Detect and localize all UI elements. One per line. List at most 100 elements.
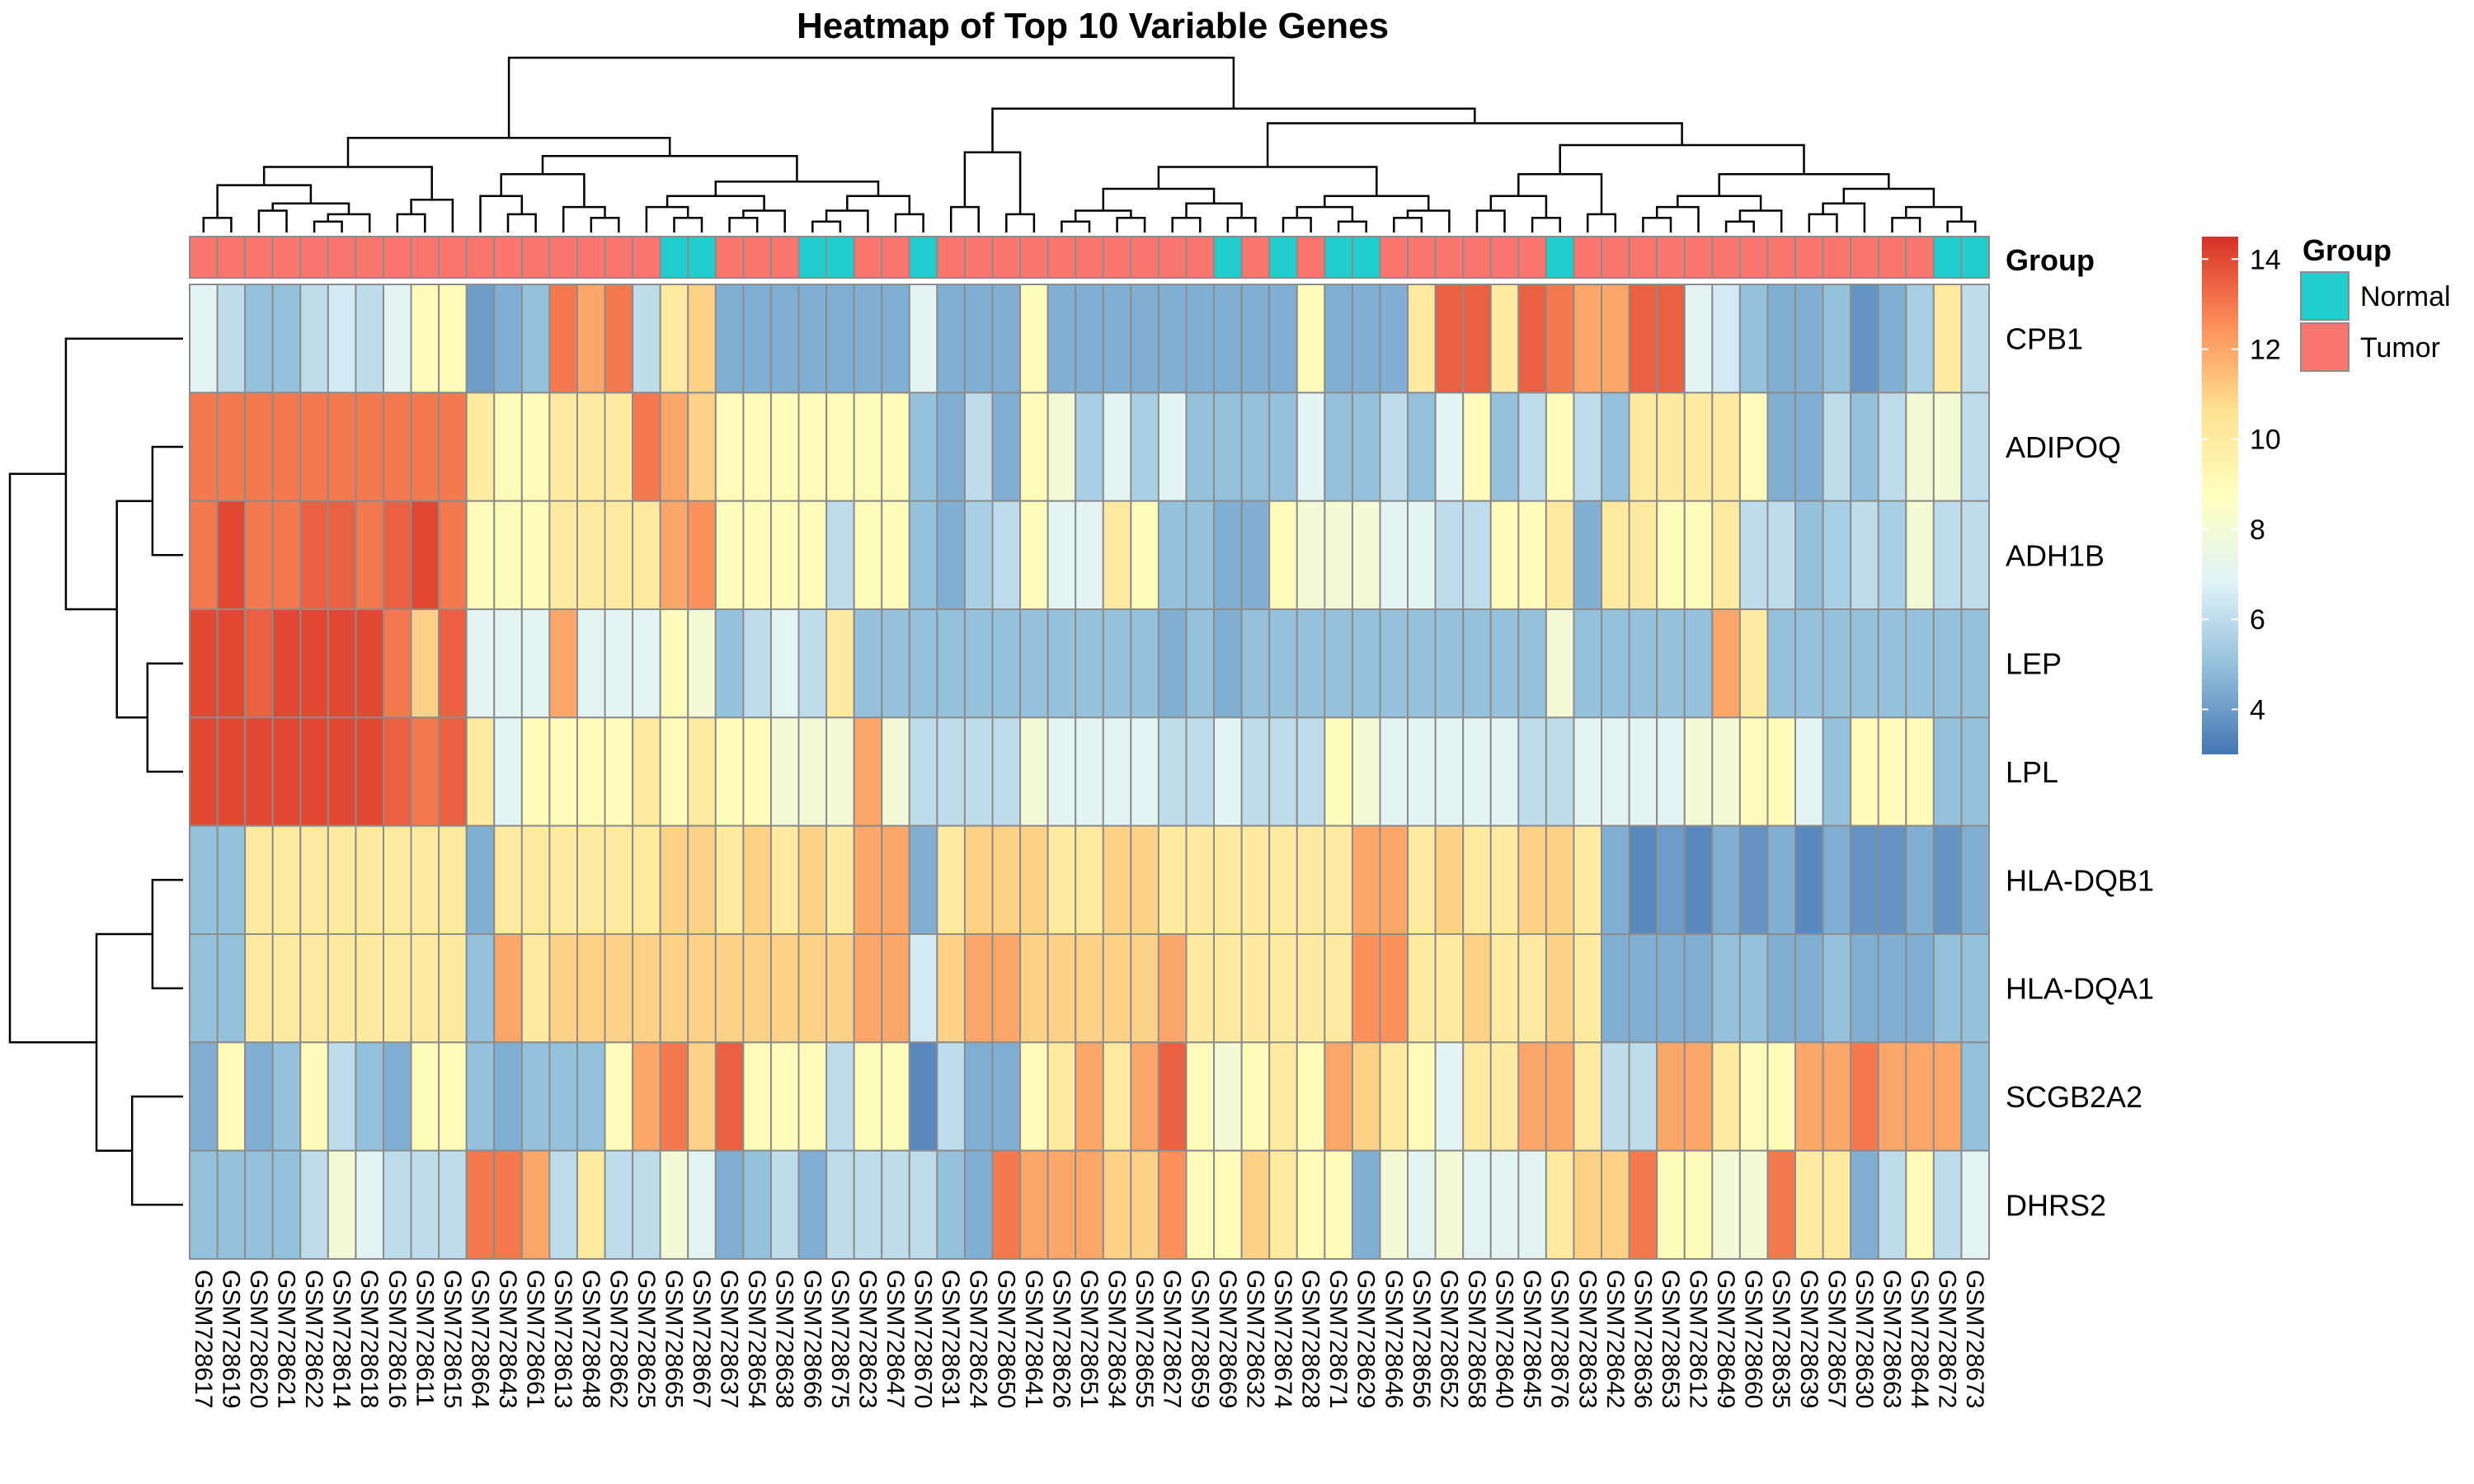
gene-labels: CPB1 ADIPOQ ADH1B LEP LPL HLA-DQB1 HLA-DQA1 SCG… — [2006, 322, 2154, 1223]
dendrogram-branch — [1489, 195, 1548, 218]
heatmap-cell — [1794, 1041, 1824, 1152]
dendrogram-branch — [645, 205, 689, 232]
heatmap-cell — [936, 392, 966, 502]
heatmap-cell — [769, 608, 800, 719]
heatmap-cell — [963, 933, 994, 1044]
heatmap-cell — [1324, 1041, 1353, 1152]
heatmap-cell — [355, 1041, 384, 1152]
heatmap-cell — [1240, 824, 1271, 935]
heatmap-cell — [853, 608, 883, 719]
heatmap-cell — [1185, 608, 1216, 719]
heatmap-cell — [742, 1149, 772, 1261]
heatmap-cell — [742, 933, 772, 1044]
heatmap-cell — [825, 1041, 855, 1152]
heatmap-cell — [1960, 284, 1990, 394]
heatmap-cell — [1656, 392, 1686, 502]
heatmap-cell — [576, 392, 606, 502]
heatmap-cell — [1268, 608, 1298, 719]
heatmap-cell — [1628, 716, 1658, 827]
heatmap-cell — [1573, 284, 1603, 394]
heatmap-cell — [1324, 500, 1353, 610]
heatmap-cell — [189, 500, 219, 610]
heatmap-cell — [382, 392, 412, 502]
group-annotation-cell — [1407, 236, 1437, 279]
heatmap-cell — [1766, 284, 1797, 394]
group-annotation-cell — [908, 236, 938, 279]
heatmap-cell — [1157, 1041, 1188, 1152]
sample-label: GSM728649 — [1712, 1270, 1739, 1408]
heatmap-cell — [327, 608, 357, 719]
colorbar-legend: 14 12 10 8 6 4 — [2202, 237, 2281, 754]
heatmap-cell — [1102, 824, 1132, 935]
heatmap-cell — [604, 716, 634, 827]
sample-label: GSM728647 — [882, 1270, 909, 1408]
heatmap-cell — [1296, 500, 1326, 610]
heatmap-cell — [189, 716, 219, 827]
sample-label: GSM728622 — [300, 1270, 327, 1408]
dendrogram-branch — [8, 472, 96, 1044]
heatmap-cell — [1738, 608, 1769, 719]
heatmap-cell — [632, 500, 661, 610]
heatmap-cell — [438, 716, 468, 827]
heatmap-cell — [1545, 1149, 1575, 1261]
heatmap-cell — [908, 1041, 938, 1152]
heatmap-cell — [1794, 608, 1824, 719]
heatmap-cell — [1462, 1149, 1492, 1261]
heatmap-cell — [1794, 824, 1824, 935]
group-legend-title: Group — [2302, 233, 2392, 267]
heatmap-cell — [355, 284, 384, 394]
sample-label: GSM728657 — [1823, 1270, 1850, 1408]
group-annotation-cell — [216, 236, 247, 279]
heatmap-cell — [1379, 1041, 1409, 1152]
heatmap-cell — [493, 608, 523, 719]
dendrogram-branch — [1393, 217, 1423, 232]
heatmap-cell — [1905, 933, 1935, 1044]
heatmap-cell — [687, 824, 717, 935]
heatmap-cell — [1822, 392, 1852, 502]
heatmap-cell — [991, 392, 1022, 502]
heatmap-cell — [382, 284, 412, 394]
heatmap-cell — [1324, 824, 1353, 935]
heatmap-cell — [1683, 716, 1714, 827]
heatmap-cell — [825, 1149, 855, 1261]
heatmap-cell — [1268, 392, 1298, 502]
dendrogram-branch — [262, 166, 433, 200]
sample-label: GSM728640 — [1491, 1270, 1518, 1408]
heatmap-cell — [271, 392, 302, 502]
heatmap-cell — [465, 284, 496, 394]
heatmap-cell — [1932, 716, 1963, 827]
gene-label: HLA-DQA1 — [2006, 972, 2154, 1006]
heatmap-cell — [355, 824, 384, 935]
heatmap-cell — [1019, 500, 1049, 610]
colorbar-tick-label: 8 — [2250, 514, 2265, 546]
group-annotation-cell — [769, 236, 800, 279]
group-annotation-cell — [1351, 236, 1381, 279]
heatmap-cell — [1877, 500, 1907, 610]
dendrogram-branch — [151, 879, 183, 989]
group-annotation-cell — [410, 236, 440, 279]
heatmap-cell — [327, 1149, 357, 1261]
heatmap-cell — [632, 1041, 661, 1152]
heatmap-cell — [1656, 824, 1686, 935]
heatmap-cell — [687, 716, 717, 827]
heatmap-cell — [1130, 824, 1159, 935]
dendrogram-branch — [1718, 173, 1890, 196]
dendrogram-branch — [1559, 143, 1805, 175]
group-annotation-cell — [327, 236, 357, 279]
dendrogram-branch — [1586, 213, 1617, 232]
heatmap-cell — [1794, 392, 1824, 502]
sample-label: GSM728670 — [910, 1270, 937, 1408]
sample-label: GSM728613 — [549, 1270, 576, 1408]
heatmap-cell — [1822, 500, 1852, 610]
heatmap-cell — [327, 500, 357, 610]
heatmap-cell — [1019, 824, 1049, 935]
heatmap-cell — [355, 500, 384, 610]
heatmap-cell — [991, 284, 1022, 394]
sample-label: GSM728641 — [1020, 1270, 1047, 1408]
heatmap-cell — [1075, 1149, 1104, 1261]
heatmap-cell — [1573, 716, 1603, 827]
heatmap-cell — [382, 824, 412, 935]
heatmap-cell — [1102, 284, 1132, 394]
heatmap-cell — [1628, 1041, 1658, 1152]
dendrogram-branch — [1074, 209, 1132, 222]
